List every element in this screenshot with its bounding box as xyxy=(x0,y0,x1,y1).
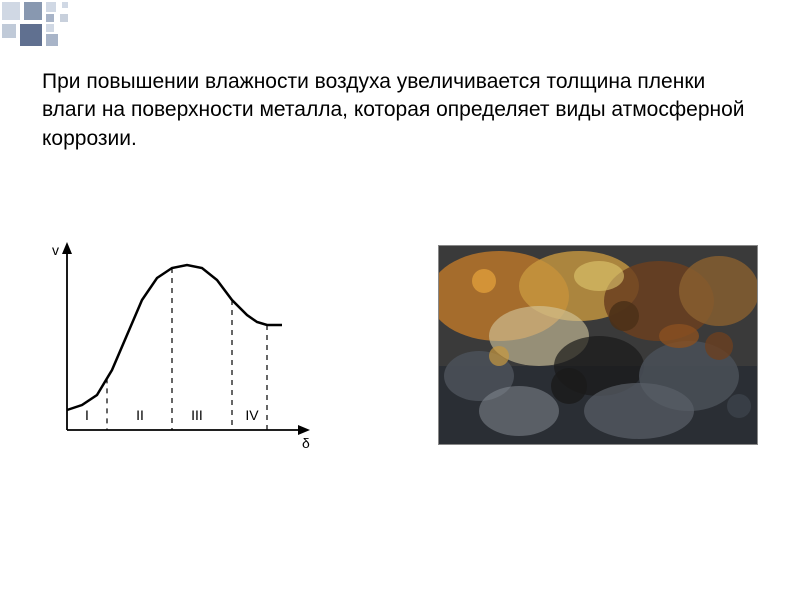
decor-square xyxy=(62,2,68,8)
paragraph-text: При повышении влажности воздуха увеличив… xyxy=(42,68,758,153)
decor-square xyxy=(20,24,42,46)
region-label: I xyxy=(85,407,89,423)
rust-svg xyxy=(439,246,758,445)
chart-svg: v δ IIIIIIIV xyxy=(42,230,332,460)
content-row: v δ IIIIIIIV xyxy=(42,230,758,460)
slide-corner-decoration xyxy=(0,0,160,50)
decor-square xyxy=(46,2,56,12)
decor-square xyxy=(46,14,54,22)
x-axis-label: δ xyxy=(302,435,310,451)
region-label: IV xyxy=(245,407,259,423)
decor-square xyxy=(2,2,20,20)
x-axis-arrow xyxy=(298,425,310,435)
decor-square xyxy=(60,14,68,22)
region-label: II xyxy=(136,407,144,423)
region-label: III xyxy=(191,407,203,423)
decor-square xyxy=(46,24,54,32)
y-axis-label: v xyxy=(52,242,59,258)
decor-square xyxy=(2,24,16,38)
y-axis-arrow xyxy=(62,242,72,254)
curve xyxy=(67,265,282,410)
rust-texture-image xyxy=(438,245,758,445)
decor-square xyxy=(46,34,58,46)
corrosion-rate-chart: v δ IIIIIIIV xyxy=(42,230,332,460)
decor-square xyxy=(24,2,42,20)
region-dividers xyxy=(107,268,267,430)
